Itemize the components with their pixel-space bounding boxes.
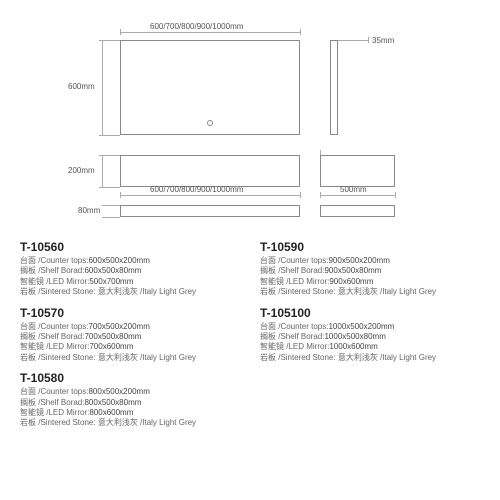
mirror-height-label: 600mm	[68, 82, 95, 91]
spec-block: T-10560 台面 /Counter tops:600x500x200mm搁板 …	[20, 240, 230, 298]
spec-list: T-10560台面 /Counter tops:600x500x200mm搁板 …	[20, 240, 480, 437]
spec-shelf: 搁板 /Shelf Borad:800x500x80mm	[20, 398, 230, 408]
spec-mirror: 智能镜 /LED Mirror:500x700mm	[20, 277, 230, 287]
spec-model: T-10590	[260, 240, 470, 254]
spec-shelf: 搁板 /Shelf Borad:700x500x80mm	[20, 332, 230, 342]
spec-mirror: 智能镜 /LED Mirror:800x600mm	[20, 408, 230, 418]
spec-model: T-105100	[260, 306, 470, 320]
spec-stone: 岩板 /Sintered Stone: 意大利浅灰 /Italy Light G…	[20, 353, 230, 363]
spec-model: T-10560	[20, 240, 230, 254]
base-front-rect	[120, 205, 300, 217]
spec-shelf: 搁板 /Shelf Borad:900x500x80mm	[260, 266, 470, 276]
dimension-diagram: 600/700/800/900/1000mm 600mm 200mm 600/7…	[20, 20, 480, 230]
side-depth-label: 500mm	[340, 185, 367, 194]
spec-counter: 台面 /Counter tops:700x500x200mm	[20, 322, 230, 332]
spec-mirror: 智能镜 /LED Mirror:900x600mm	[260, 277, 470, 287]
touch-sensor-icon	[207, 120, 213, 126]
spec-mirror: 智能镜 /LED Mirror:1000x600mm	[260, 342, 470, 352]
spec-block: T-10580 台面 /Counter tops:800x500x200mm搁板 …	[20, 371, 230, 429]
width-label: 600/700/800/900/1000mm	[150, 22, 243, 31]
spec-counter: 台面 /Counter tops:1000x500x200mm	[260, 322, 470, 332]
spec-counter: 台面 /Counter tops:900x500x200mm	[260, 256, 470, 266]
spec-stone: 岩板 /Sintered Stone: 意大利浅灰 /Italy Light G…	[20, 418, 230, 428]
spec-stone: 岩板 /Sintered Stone: 意大利浅灰 /Italy Light G…	[20, 287, 230, 297]
mirror-side-rect	[330, 40, 338, 135]
spec-block: T-10570 台面 /Counter tops:700x500x200mm搁板 …	[20, 306, 230, 364]
spec-counter: 台面 /Counter tops:800x500x200mm	[20, 387, 230, 397]
spec-mirror: 智能镜 /LED Mirror:700x600mm	[20, 342, 230, 352]
shelf-height-label: 200mm	[68, 166, 95, 175]
spec-counter: 台面 /Counter tops:600x500x200mm	[20, 256, 230, 266]
spec-shelf: 搁板 /Shelf Borad:600x500x80mm	[20, 266, 230, 276]
spec-block: T-10590 台面 /Counter tops:900x500x200mm搁板 …	[260, 240, 470, 298]
spec-block: T-105100 台面 /Counter tops:1000x500x200mm搁…	[260, 306, 470, 364]
spec-shelf: 搁板 /Shelf Borad:1000x500x80mm	[260, 332, 470, 342]
width-label-2: 600/700/800/900/1000mm	[150, 185, 243, 194]
spec-model: T-10580	[20, 371, 230, 385]
spec-stone: 岩板 /Sintered Stone: 意大利浅灰 /Italy Light G…	[260, 353, 470, 363]
base-height-label: 80mm	[78, 206, 100, 215]
spec-stone: 岩板 /Sintered Stone: 意大利浅灰 /Italy Light G…	[260, 287, 470, 297]
spec-model: T-10570	[20, 306, 230, 320]
counter-side-rect	[320, 155, 395, 187]
base-side-rect	[320, 205, 395, 217]
side-top-label: 35mm	[372, 36, 394, 45]
counter-front-rect	[120, 155, 300, 187]
